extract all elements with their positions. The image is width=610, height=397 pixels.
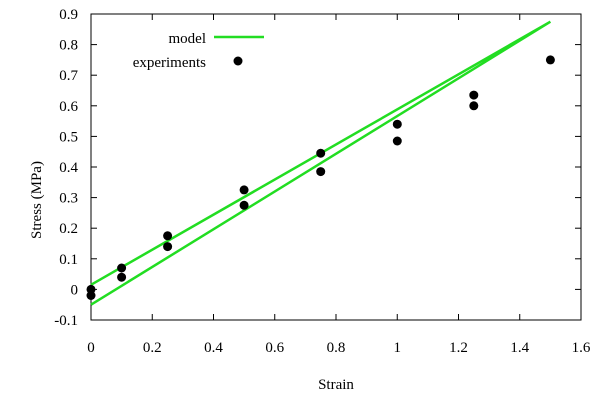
- y-tick-label: 0.5: [59, 129, 78, 145]
- y-tick-label: 0.3: [59, 191, 78, 207]
- y-tick-label: 0.6: [59, 99, 78, 115]
- x-tick-label: 0.2: [143, 340, 162, 356]
- x-tick-label: 1.6: [572, 340, 591, 356]
- y-tick-label: 0.9: [59, 7, 78, 23]
- experiment-point: [86, 291, 96, 300]
- legend-label-experiments: experiments: [133, 55, 206, 71]
- y-tick-label: 0.8: [59, 38, 78, 54]
- x-tick-label: 1.4: [510, 340, 529, 356]
- experiment-point: [163, 231, 173, 241]
- legend-swatch-experiments: [233, 56, 243, 66]
- y-tick-label: 0.4: [59, 160, 78, 176]
- y-axis-label: Stress (MPa): [29, 161, 45, 239]
- legend-label-model: model: [169, 31, 207, 47]
- model-line: [90, 20, 552, 306]
- experiment-point: [117, 272, 127, 282]
- ticks-group: 0 0.2 0.4 0.6 0.8 1 1.2 1.4 1.6 -0.1 0 0.1 0.2 0.3 0.4…: [54, 7, 591, 356]
- x-tick-label: 0.4: [204, 340, 223, 356]
- experiment-point: [392, 119, 402, 129]
- x-tick-label: 0: [87, 340, 95, 356]
- y-tick-label: 0: [71, 282, 79, 298]
- experiment-point: [316, 148, 326, 158]
- legend: model experiments: [133, 31, 264, 71]
- experiment-point: [163, 242, 173, 252]
- y-tick-label: 0.2: [59, 221, 78, 237]
- x-tick-label: 1.2: [449, 340, 468, 356]
- experiment-point: [239, 185, 249, 195]
- x-tick-label: 0.8: [327, 340, 346, 356]
- series-group: [86, 20, 555, 306]
- y-tick-label: 0.7: [59, 68, 78, 84]
- experiment-point: [239, 200, 249, 210]
- experiment-point: [469, 90, 479, 100]
- x-tick-label: 0.6: [265, 340, 284, 356]
- experiment-point: [545, 55, 555, 65]
- y-tick-label: -0.1: [54, 313, 78, 329]
- experiment-point: [316, 167, 326, 177]
- experiment-point: [392, 136, 402, 146]
- x-tick-label: 1: [394, 340, 402, 356]
- experiment-point: [117, 263, 127, 273]
- x-axis-label: Strain: [318, 377, 354, 393]
- y-tick-label: 0.1: [59, 252, 78, 268]
- experiment-point: [469, 101, 479, 111]
